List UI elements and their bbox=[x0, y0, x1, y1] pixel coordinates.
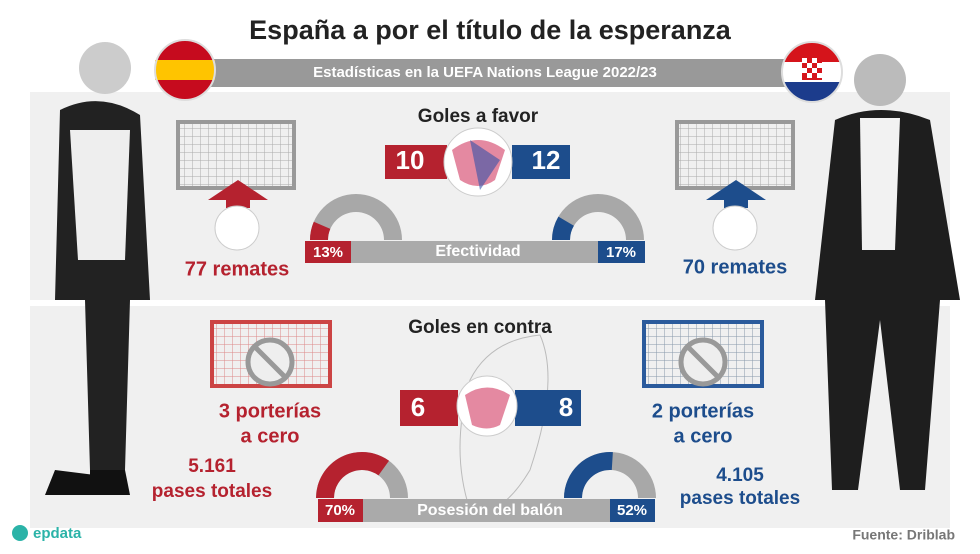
gauge-track bbox=[310, 194, 402, 240]
goals-spain: 10 bbox=[396, 145, 425, 175]
source: Fuente: Driblab bbox=[852, 527, 955, 543]
net-outline bbox=[459, 334, 549, 513]
score-box bbox=[400, 390, 458, 426]
passes: pases totales bbox=[152, 481, 272, 502]
passes: 4.105 bbox=[716, 465, 764, 486]
gauge-fill bbox=[552, 216, 574, 240]
stat-label: Posesión del balón bbox=[417, 502, 563, 519]
score-box bbox=[385, 145, 447, 179]
gauges bbox=[310, 194, 656, 498]
goals-against-croatia: 8 bbox=[559, 392, 573, 422]
croatia-coach bbox=[815, 54, 960, 490]
stat-bar bbox=[305, 241, 645, 263]
stat-box bbox=[598, 241, 645, 263]
clean-sheets: a cero bbox=[674, 425, 733, 447]
arrow bbox=[706, 180, 766, 208]
stat-bar bbox=[318, 499, 655, 522]
passes: 5.161 bbox=[188, 456, 236, 477]
goal-net bbox=[642, 320, 764, 388]
ball bbox=[456, 375, 518, 437]
subtitle-bar bbox=[160, 59, 810, 87]
section-label: Goles a favor bbox=[418, 106, 539, 127]
stat-box bbox=[318, 499, 363, 522]
gauge-fill bbox=[316, 452, 390, 498]
stat-value: 13% bbox=[313, 244, 343, 261]
shots-croatia: 70 remates bbox=[683, 256, 788, 278]
stat-box bbox=[305, 241, 351, 263]
clean-sheets: a cero bbox=[241, 425, 300, 447]
clean-sheets: 3 porterías bbox=[219, 400, 321, 422]
goals-croatia: 12 bbox=[532, 145, 561, 175]
gauge-fill bbox=[310, 221, 331, 240]
brand: epdata bbox=[33, 525, 82, 542]
arrow bbox=[208, 180, 268, 208]
passes: pases totales bbox=[680, 488, 800, 509]
score-box bbox=[515, 390, 581, 426]
stat-box bbox=[610, 499, 655, 522]
gauge-track bbox=[552, 194, 644, 240]
stat-value: 52% bbox=[617, 502, 647, 519]
stat-value: 17% bbox=[606, 244, 636, 261]
score-box bbox=[512, 145, 570, 179]
gauge-fill bbox=[564, 451, 613, 498]
goals-against-spain: 6 bbox=[411, 392, 425, 422]
stat-value: 70% bbox=[325, 502, 355, 519]
clean-sheets: 2 porterías bbox=[652, 400, 754, 422]
goal-net bbox=[675, 120, 795, 190]
stat-label: Efectividad bbox=[435, 243, 520, 260]
ball-small bbox=[214, 205, 260, 251]
spain-coach bbox=[45, 42, 150, 495]
flag-spain bbox=[154, 39, 216, 101]
ball bbox=[443, 127, 513, 197]
flag-croatia bbox=[781, 41, 843, 103]
subtitle: Estadísticas en la UEFA Nations League 2… bbox=[313, 64, 657, 81]
goal-net bbox=[176, 120, 296, 190]
title: España a por el título de la esperanza bbox=[249, 15, 732, 45]
section-label: Goles en contra bbox=[408, 317, 552, 338]
goal-net bbox=[210, 320, 332, 388]
logo-icon bbox=[12, 525, 28, 541]
ball-small bbox=[712, 205, 758, 251]
shots-spain: 77 remates bbox=[185, 258, 290, 280]
